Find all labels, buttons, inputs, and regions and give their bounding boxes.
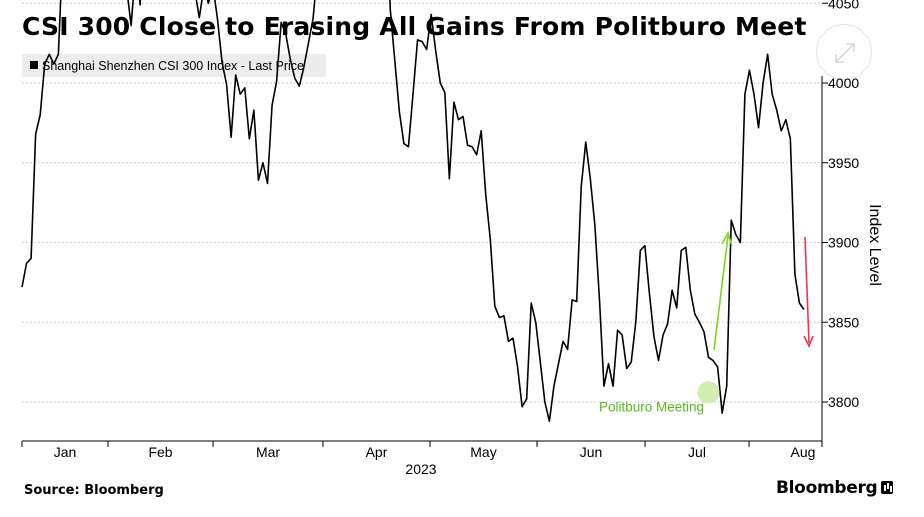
source-note: Source: Bloomberg — [24, 483, 164, 498]
legend-box — [22, 54, 326, 77]
y-tick-label-4000: 4000 — [828, 75, 859, 91]
y-axis-label: Index Level — [866, 204, 883, 286]
x-tick-label-jul: Jul — [688, 444, 706, 460]
x-tick-label-feb: Feb — [148, 444, 172, 460]
politburo-annotation: Politburo Meeting — [599, 399, 704, 414]
expand-button[interactable] — [816, 24, 872, 80]
x-tick-label-apr: Apr — [366, 444, 388, 460]
x-tick-label-jan: Jan — [54, 444, 77, 460]
x-tick-label-jun: Jun — [580, 444, 603, 460]
politburo-marker — [697, 381, 720, 404]
y-axis-ticks: 380038503900395040004050410041504200 — [822, 0, 859, 410]
x-tick-label-aug: Aug — [791, 444, 816, 460]
x-axis-ticks: Jan Feb Mar Apr May Jun Jul Aug — [21, 441, 823, 460]
chart-title: CSI 300 Close to Erasing All Gains From … — [22, 12, 807, 41]
up-arrow — [713, 230, 733, 351]
series-line — [21, 0, 805, 422]
x-tick-label-mar: Mar — [256, 444, 280, 460]
y-tick-label-3900: 3900 — [828, 235, 859, 251]
y-tick-label-4050: 4050 — [828, 0, 859, 11]
down-arrow — [803, 236, 814, 348]
bloomberg-terminal-icon — [881, 481, 894, 494]
y-tick-label-3800: 3800 — [828, 394, 859, 410]
bloomberg-logo: Bloomberg — [776, 478, 894, 498]
expand-arrows-icon — [835, 43, 855, 63]
legend-label: Shanghai Shenzhen CSI 300 Index - Last P… — [42, 59, 304, 73]
gridlines — [22, 2, 822, 403]
legend-swatch — [30, 61, 38, 69]
y-tick-label-3850: 3850 — [828, 314, 859, 330]
x-tick-label-may: May — [470, 444, 496, 460]
x-axis-year-label: 2023 — [405, 461, 436, 477]
y-tick-label-3950: 3950 — [828, 155, 859, 171]
